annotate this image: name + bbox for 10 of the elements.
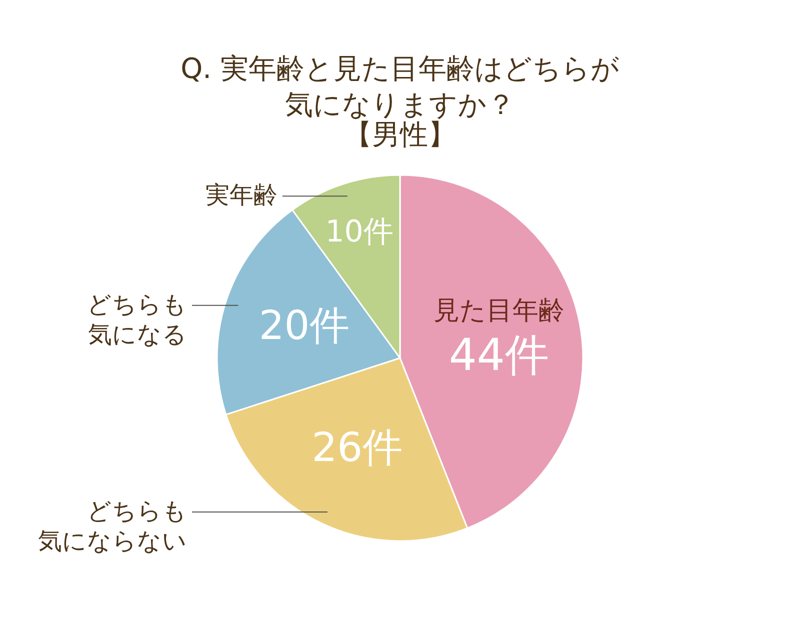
slice-label: どちらも気にならない: [38, 496, 187, 555]
slice-label: 実年齢: [205, 181, 278, 210]
data-label: 20件: [258, 302, 350, 349]
data-label: 10件: [325, 214, 394, 250]
chart-subtitle: 【男性】: [344, 118, 456, 151]
data-label: 44件: [448, 330, 549, 382]
data-label: 26件: [312, 425, 403, 472]
slice-label: 見た目年齢: [433, 296, 564, 326]
slice-label: どちらも気になる: [87, 290, 187, 348]
chart-title: Q. 実年齢と見た目年齢はどちらが気になりますか？: [180, 52, 620, 121]
